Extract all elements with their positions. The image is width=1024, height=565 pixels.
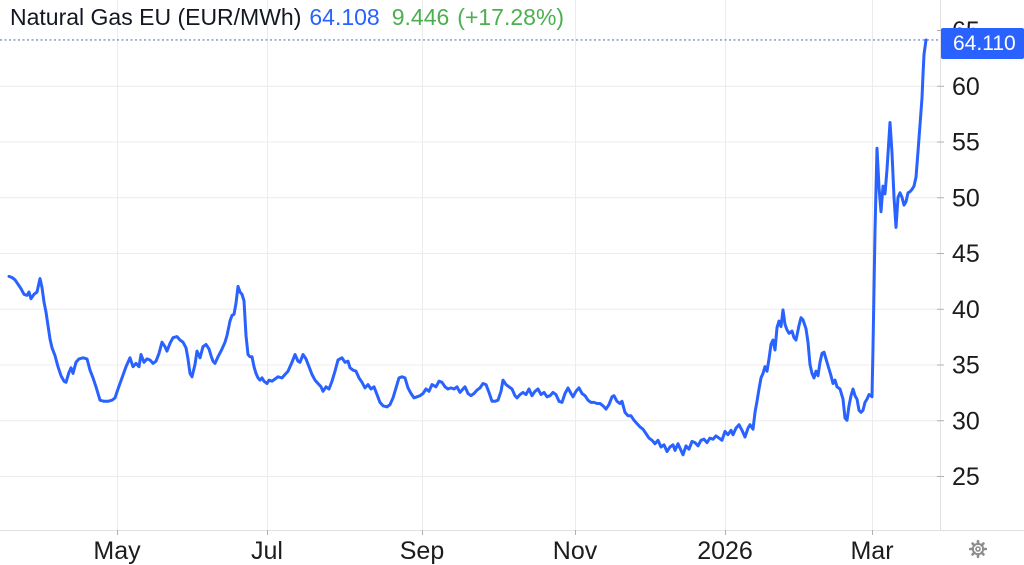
svg-text:30: 30 — [952, 407, 980, 435]
svg-text:Sep: Sep — [400, 537, 444, 565]
svg-text:Nov: Nov — [553, 537, 598, 565]
svg-text:60: 60 — [952, 73, 980, 101]
price-change: 9.446 (+17.28%) — [392, 4, 564, 30]
price-change-abs: 9.446 — [391, 4, 450, 30]
symbol-title: Natural Gas EU (EUR/MWh) — [10, 4, 302, 30]
current-price-badge: 64.110 — [941, 28, 1024, 59]
chart-header: Natural Gas EU (EUR/MWh) 64.108 9.446 (+17.… — [10, 3, 564, 31]
price-change-pct: (+17.28%) — [457, 4, 565, 30]
svg-text:Mar: Mar — [850, 537, 893, 565]
gear-icon — [968, 539, 988, 559]
svg-text:May: May — [93, 537, 141, 565]
settings-button[interactable] — [964, 535, 992, 563]
svg-text:50: 50 — [952, 184, 980, 212]
last-price: 64.108 — [309, 4, 380, 30]
svg-text:45: 45 — [952, 240, 980, 268]
svg-text:55: 55 — [952, 129, 980, 157]
svg-text:40: 40 — [952, 296, 980, 324]
svg-text:Jul: Jul — [251, 537, 283, 565]
svg-text:2026: 2026 — [697, 537, 753, 565]
svg-text:25: 25 — [952, 463, 980, 491]
svg-text:35: 35 — [952, 352, 980, 380]
